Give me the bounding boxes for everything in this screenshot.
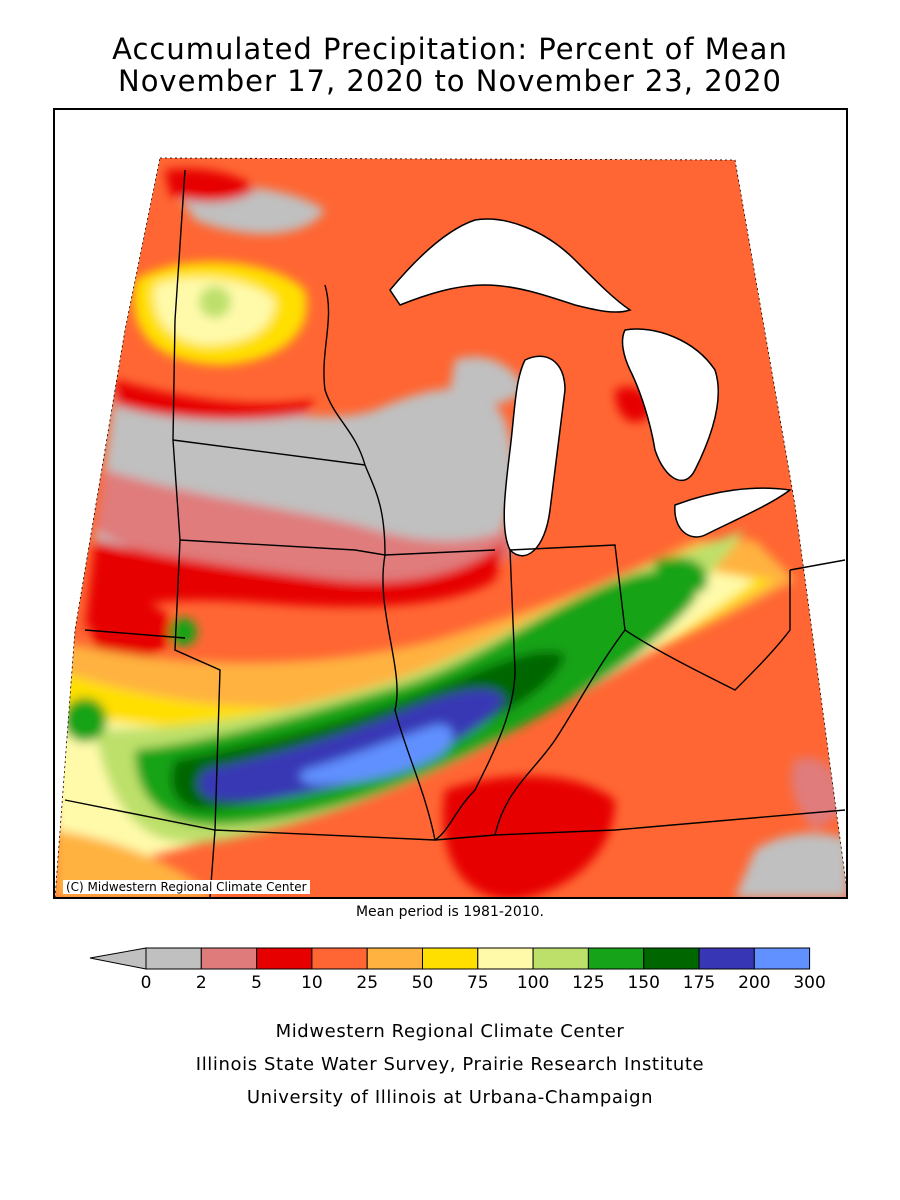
legend-swatch: [698, 947, 755, 970]
field-300-band: [299, 724, 453, 785]
legend-arrow-below-0: [89, 947, 147, 970]
lake-michigan: [503, 355, 566, 557]
field-150-west: [63, 698, 107, 742]
border-in-oh: [509, 544, 626, 631]
precipitation-map: (C) Midwestern Regional Climate Center: [53, 108, 848, 899]
legend-tick-label: 100: [517, 973, 549, 993]
field-5-10-mn: [115, 380, 315, 421]
border-ne-ks: [84, 629, 186, 639]
map-date-range: November 17, 2020 to November 23, 2020: [118, 64, 782, 98]
field-2-5-band: [95, 470, 525, 587]
map-domain-outline: [55, 157, 846, 897]
legend-swatch: [477, 947, 534, 970]
border-ia-mo: [179, 539, 496, 556]
legend-tick-label: 5: [251, 973, 262, 993]
legend-tick-label: 10: [301, 973, 323, 993]
legend-swatch: [532, 947, 589, 970]
border-oh-wv: [624, 570, 791, 691]
legend-swatch: [200, 947, 258, 970]
field-0-2-wi: [450, 356, 525, 405]
field-5-10-band: [85, 540, 505, 630]
legend-tick-label: 25: [356, 973, 378, 993]
field-200-band: [198, 689, 505, 802]
legend-tick-label: 2: [196, 973, 207, 993]
legend-tick-label: 50: [412, 973, 434, 993]
legend-swatch: [366, 947, 424, 970]
legend-swatch: [422, 947, 479, 970]
legend-tick-label: 300: [793, 973, 825, 993]
legend-tick-label: 0: [141, 973, 152, 993]
legend-tick-label: 200: [738, 973, 770, 993]
great-lakes: [389, 218, 792, 557]
legend-tick-label: 125: [572, 973, 604, 993]
field-150-ia: [169, 618, 197, 646]
lake-huron: [621, 328, 719, 482]
legend-swatch: [256, 947, 313, 970]
state-borders: [64, 169, 846, 897]
legend-tick-label: 75: [467, 973, 489, 993]
color-legend: 0 2 5 10 25 50 75 100 125 150 175 200 300: [89, 947, 826, 993]
border-wi-mn-ia: [323, 284, 386, 556]
border-mississippi: [382, 554, 436, 841]
map-title: Accumulated Precipitation: Percent of Me…: [112, 32, 788, 66]
field-5-10-west: [90, 599, 175, 664]
legend-swatch: [587, 947, 645, 970]
legend-swatch: [643, 947, 700, 970]
border-ky-tn: [64, 799, 846, 841]
lake-erie: [674, 487, 792, 538]
legend-swatch: [145, 947, 202, 970]
legend-swatches: [145, 947, 811, 970]
border-il-in: [434, 549, 516, 841]
credit-center: Midwestern Regional Climate Center: [275, 1021, 625, 1042]
field-150-oh: [655, 557, 708, 594]
map-canvas: [55, 157, 846, 897]
lake-superior: [389, 218, 632, 313]
field-5-10-north: [165, 168, 255, 202]
border-pa: [789, 559, 846, 571]
border-ky-in: [494, 629, 626, 836]
copyright-label: (C) Midwestern Regional Climate Center: [63, 880, 310, 894]
legend-tick-label: 175: [683, 973, 715, 993]
legend-tick-label: 150: [627, 973, 659, 993]
border-mn-ia: [172, 439, 366, 466]
legend-tick-labels: 0 2 5 10 25 50 75 100 125 150 175 200 300: [141, 973, 826, 993]
credit-survey: Illinois State Water Survey, Prairie Res…: [195, 1054, 705, 1075]
legend-swatch: [753, 947, 811, 970]
field-0-2-se: [735, 833, 846, 897]
mean-period-note: Mean period is 1981-2010.: [355, 904, 545, 920]
credit-university: University of Illinois at Urbana-Champai…: [246, 1087, 654, 1108]
legend-swatch: [311, 947, 368, 970]
field-5-10-south: [443, 776, 615, 897]
field-100-125-nw: [199, 286, 231, 318]
